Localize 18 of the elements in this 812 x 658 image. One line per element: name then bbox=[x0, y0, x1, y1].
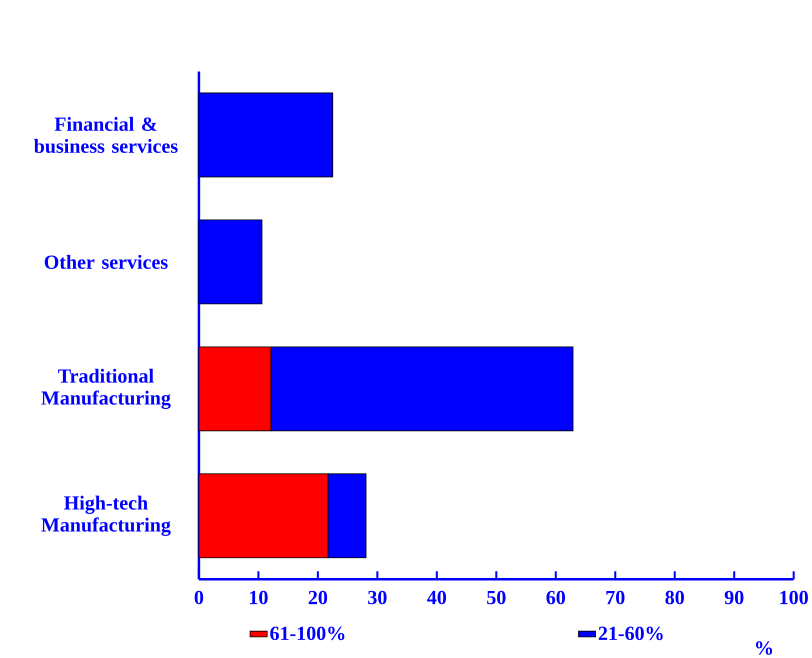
x-tick-label: 40 bbox=[427, 590, 446, 604]
x-tick-label: 70 bbox=[606, 590, 624, 604]
x-tick-label: 90 bbox=[724, 590, 744, 604]
x-tick-label: 100 bbox=[780, 590, 808, 604]
legend-label: 61-100% bbox=[270, 626, 344, 640]
x-tick-label: 10 bbox=[250, 590, 268, 604]
y-tick-label: Financial & business services bbox=[34, 116, 178, 153]
x-tick-label: 20 bbox=[308, 590, 328, 604]
y-tick-label: Traditional Manufacturing bbox=[41, 368, 171, 409]
x-tick-label: 30 bbox=[368, 590, 387, 604]
legend-label: 21-60% bbox=[598, 626, 663, 640]
y-tick-label: Other services bbox=[44, 254, 168, 269]
x-tick-label: 50 bbox=[487, 590, 506, 604]
x-tick-label: 0 bbox=[194, 590, 204, 604]
x-tick-label: 60 bbox=[546, 590, 566, 604]
x-tick-label: 80 bbox=[665, 590, 684, 604]
x-axis-title: % bbox=[756, 641, 772, 655]
y-tick-label: High-tech Manufacturing bbox=[41, 496, 171, 536]
